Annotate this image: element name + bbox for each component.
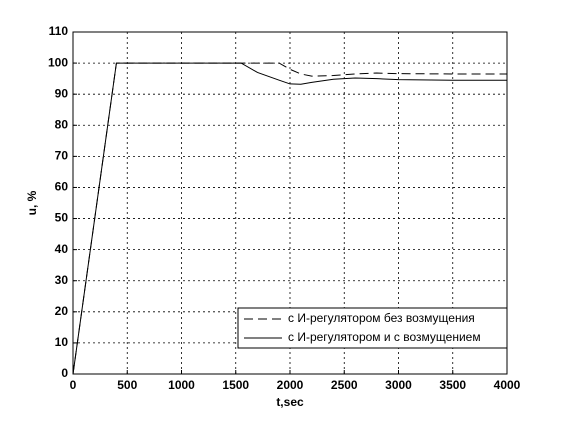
y-tick-label: 50	[55, 211, 69, 225]
y-tick-label: 80	[55, 117, 69, 131]
x-axis-label: t,sec	[276, 395, 304, 409]
y-axis-label: u, %	[25, 190, 39, 215]
y-tick-label: 110	[49, 24, 69, 38]
legend-box	[237, 307, 508, 349]
x-tick-label: 4000	[494, 378, 521, 392]
x-tick-label: 2500	[331, 378, 358, 392]
x-tick-label: 0	[70, 378, 77, 392]
y-tick-label: 40	[55, 242, 69, 256]
series-line	[72, 62, 507, 375]
x-tick-label: 500	[117, 378, 137, 392]
series-line	[72, 62, 507, 375]
legend-label: с И-регулятором и с возмущением	[288, 330, 481, 344]
y-tick-label: 0	[61, 366, 68, 380]
y-tick-label: 20	[55, 304, 69, 318]
legend-label: с И-регулятором без возмущения	[288, 311, 475, 325]
x-tick-label: 1000	[168, 378, 195, 392]
x-tick-label: 3500	[439, 378, 466, 392]
x-tick-label: 1500	[222, 378, 249, 392]
y-tick-label: 30	[55, 273, 69, 287]
y-tick-label: 70	[55, 149, 69, 163]
y-tick-label: 60	[55, 180, 69, 194]
axes-box	[72, 31, 508, 375]
x-tick-label: 2000	[277, 378, 304, 392]
y-tick-label: 90	[55, 86, 69, 100]
x-tick-label: 3000	[385, 378, 412, 392]
y-tick-label: 100	[48, 55, 68, 69]
y-tick-label: 10	[55, 335, 69, 349]
